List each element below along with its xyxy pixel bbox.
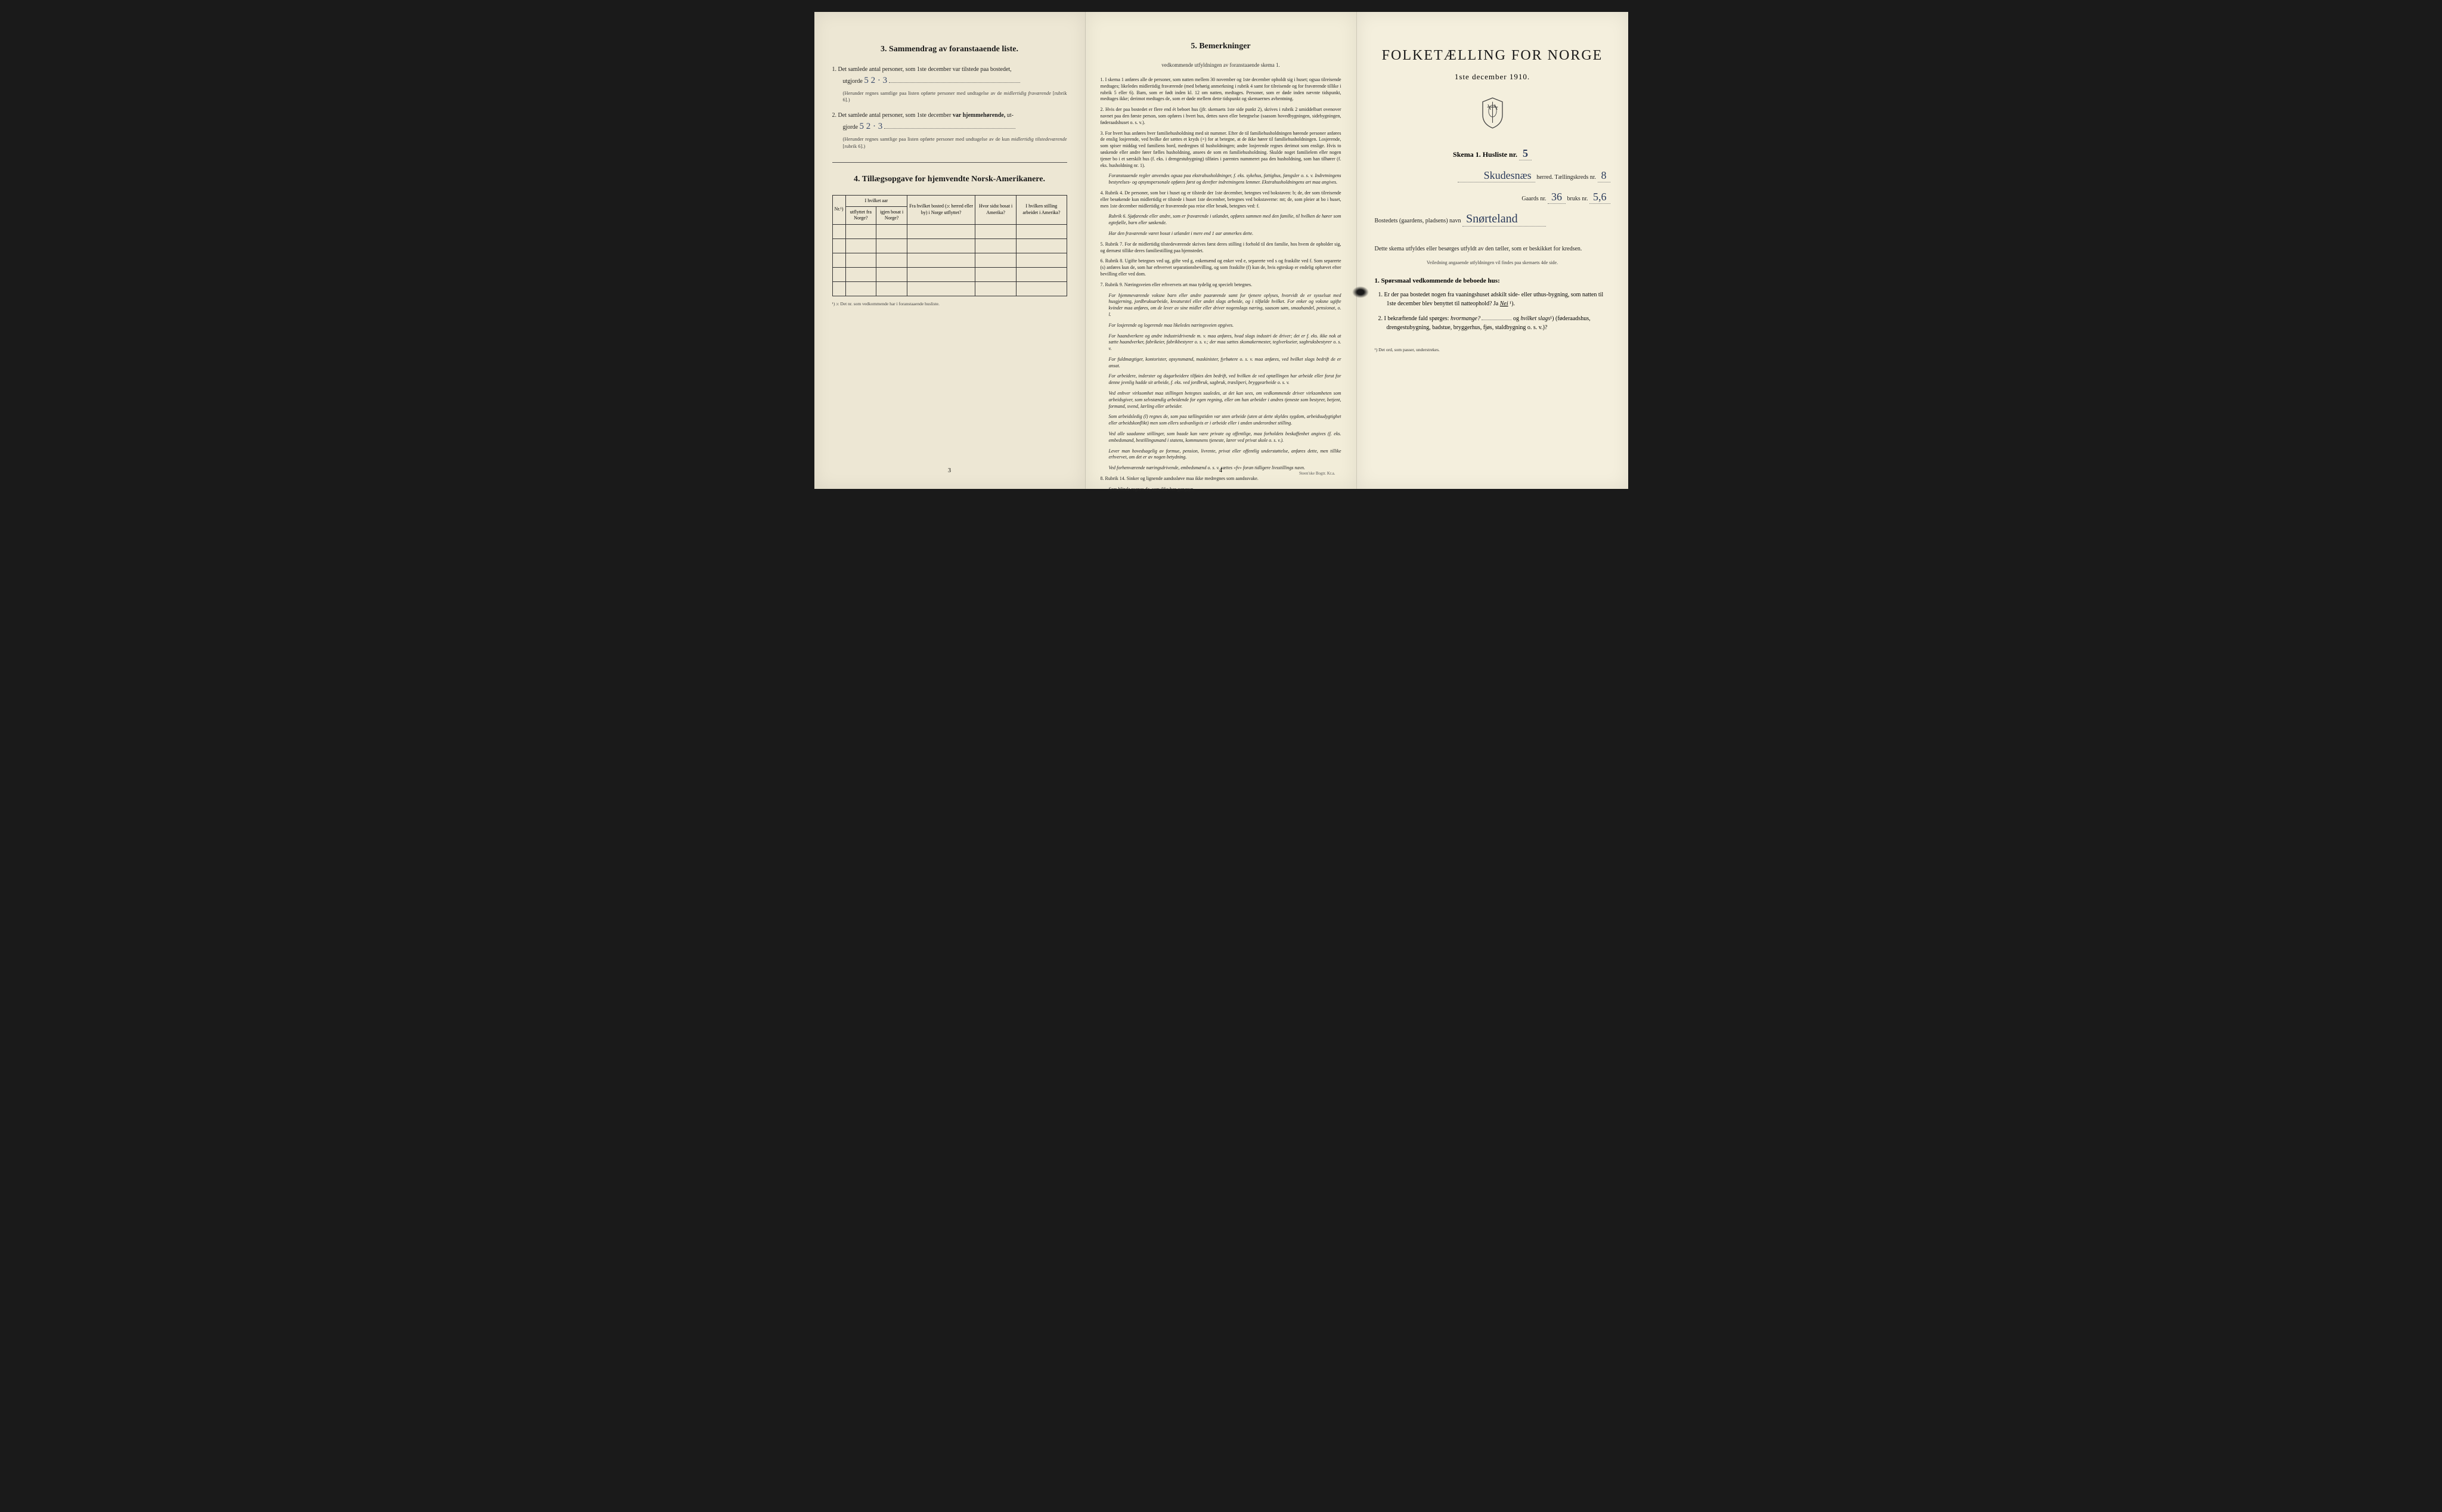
remark: 3. For hvert hus anføres hver familiehus… [1101,131,1341,169]
table-row [832,253,1067,267]
count-present-handwritten: 5 2 · 3 [864,74,887,88]
remark: 8. Rubrik 14. Sinker og lignende aandssl… [1101,476,1341,482]
count-resident-handwritten: 5 2 · 3 [860,120,883,134]
remarks-list: 1. I skema 1 anføres alle de personer, s… [1101,77,1341,493]
section-3-title: 3. Sammendrag av foranstaaende liste. [832,45,1067,54]
table-row [832,224,1067,238]
item1-note: (Herunder regnes samtlige paa listen opf… [832,90,1067,104]
remark-sub: Lever man hovedsagelig av formue, pensio… [1101,448,1341,461]
census-title: FOLKETÆLLING FOR NORGE [1375,48,1610,64]
page-number: 3 [948,467,951,474]
remark-sub: Rubrik 6. Sjøfarende eller andre, som er… [1101,213,1341,227]
remark: 5. Rubrik 7. For de midlertidig tilstede… [1101,241,1341,255]
remark-sub: Som arbeidsledig (l) regnes de, som paa … [1101,414,1341,427]
table-row [832,267,1067,281]
th-position: I hvilken stilling arbeidet i Amerika? [1017,195,1067,224]
question-2: 2. I bekræftende fald spørges: hvormange… [1375,314,1610,332]
th-returned: igjen bosat i Norge? [876,206,907,224]
summary-item-1: 1. Det samlede antal personer, som 1ste … [832,65,1067,104]
divider [832,162,1067,163]
remark: 7. Rubrik 9. Næringsveien eller erhverve… [1101,282,1341,289]
remark: 1. I skema 1 anføres alle de personer, s… [1101,77,1341,103]
guidance-note: Veiledning angaaende utfyldningen vil fi… [1375,260,1610,265]
herred-handwritten: Skudesnæs [1458,169,1535,182]
norwegian-coat-of-arms-icon [1375,97,1610,132]
th-from: Fra hvilket bosted (ɔ: herred eller by) … [907,195,975,224]
remark-sub: Foranstaaende regler anvendes ogsaa paa … [1101,173,1341,186]
table-footnote: ¹) ɔ: Det nr. som vedkommende har i fora… [832,301,1067,306]
remark-sub: Som blinde regnes de, som ikke har gangs… [1101,487,1341,493]
bosted-name-handwritten: Snørteland [1462,212,1546,227]
remark-sub: For fuldmægtiger, kontorister, opsynsmæn… [1101,357,1341,370]
bruks-nr-handwritten: 5,6 [1589,191,1610,204]
answer-nei-underlined: Nei [1500,300,1508,307]
th-emigrated: utflyttet fra Norge? [845,206,876,224]
item2-note: (Herunder regnes samtlige paa listen opf… [832,136,1067,150]
table-row [832,238,1067,253]
remark-sub: Ved alle saadanne stillinger, som baade … [1101,431,1341,444]
questions-heading: 1. Spørsmaal vedkommende de beboede hus: [1375,277,1610,284]
section-5-subtitle: vedkommende utfyldningen av foranstaaend… [1101,62,1341,68]
th-year: I hvilket aar [845,195,907,206]
ink-blot [1352,286,1369,298]
page-3: 3. Sammendrag av foranstaaende liste. 1.… [814,12,1086,489]
page-number: 4 [1219,467,1222,474]
page-1-title: FOLKETÆLLING FOR NORGE 1ste december 191… [1357,12,1628,489]
table-row [832,281,1067,296]
skema-line: Skema 1. Husliste nr. 5 [1375,147,1610,160]
census-date: 1ste december 1910. [1375,72,1610,82]
remark-sub: For hjemmeværende voksne barn eller andr… [1101,293,1341,318]
th-where: Hvor sidst bosat i Amerika? [975,195,1017,224]
gaards-nr-handwritten: 36 [1548,191,1566,204]
herred-line: Skudesnæs herred. Tællingskreds nr. 8 [1375,169,1610,182]
remark: 6. Rubrik 8. Ugifte betegnes ved ug, gif… [1101,258,1341,277]
remark-sub: Har den fraværende været bosat i utlande… [1101,231,1341,237]
printer-mark: Steen'ske Bogtr. Kr.a. [1299,471,1335,476]
question-1: 1. Er der paa bostedet nogen fra vaaning… [1375,290,1610,308]
husliste-nr-handwritten: 5 [1519,147,1532,160]
remark-sub: For losjerende og logerende maa likelede… [1101,323,1341,329]
remark: 2. Hvis der paa bostedet er flere end ét… [1101,107,1341,126]
remark: 4. Rubrik 4. De personer, som bor i huse… [1101,190,1341,209]
three-page-document: 3. Sammendrag av foranstaaende liste. 1.… [814,12,1628,489]
summary-item-2: 2. Det samlede antal personer, som 1ste … [832,111,1067,150]
footnote: ¹) Det ord, som passer, understrekes. [1375,347,1610,352]
page-4: 5. Bemerkninger vedkommende utfyldningen… [1086,12,1357,489]
kreds-nr-handwritten: 8 [1598,169,1610,182]
remark-sub: Ved enhver virksomhet maa stillingen bet… [1101,391,1341,410]
instructions-text: Dette skema utfyldes eller besørges utfy… [1375,244,1610,254]
th-nr: Nr.¹) [832,195,845,224]
bosted-line: Bostedets (gaardens, pladsens) navn Snør… [1375,212,1610,227]
remark-sub: For arbeidere, inderster og dagarbeidere… [1101,373,1341,386]
section-4-title: 4. Tillægsopgave for hjemvendte Norsk-Am… [832,175,1067,184]
gaards-line: Gaards nr. 36 bruks nr. 5,6 [1375,191,1610,204]
section-5-title: 5. Bemerkninger [1101,42,1341,51]
norwegian-americans-table: Nr.¹) I hvilket aar Fra hvilket bosted (… [832,195,1067,296]
remark-sub: For haandverkere og andre industridriven… [1101,333,1341,352]
